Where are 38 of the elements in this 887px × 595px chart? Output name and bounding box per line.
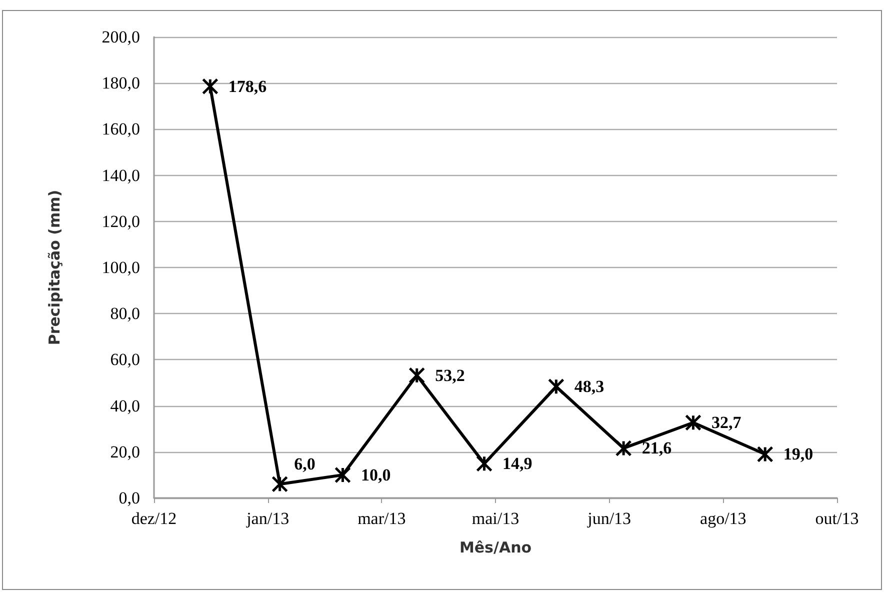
y-tick-label: 180,0 — [102, 74, 140, 93]
y-tick-label: 0,0 — [118, 488, 140, 508]
y-tick-label: 40,0 — [110, 396, 140, 416]
point — [684, 414, 702, 431]
data-label: 32,7 — [711, 413, 742, 432]
data-label: 178,6 — [228, 76, 267, 96]
data-label: 21,6 — [642, 438, 672, 458]
data-label: 53,2 — [435, 366, 465, 385]
data-label: 10,0 — [360, 465, 391, 484]
x-tick-label: mai/13 — [472, 509, 520, 528]
y-axis-title: Precipitação (mm) — [46, 190, 64, 346]
y-tick-label: 120,0 — [102, 212, 140, 231]
x-tick-label: jun/13 — [586, 509, 632, 528]
point — [615, 440, 632, 456]
point — [408, 367, 426, 384]
point — [334, 466, 351, 484]
point — [756, 446, 774, 462]
y-tick-label: 140,0 — [102, 166, 140, 185]
point — [548, 378, 564, 395]
data-label: 48,3 — [574, 377, 604, 396]
point — [476, 455, 493, 472]
y-tick-label: 80,0 — [110, 304, 140, 324]
y-tick-label: 100,0 — [102, 258, 140, 277]
y-tick-label: 160,0 — [102, 120, 140, 139]
x-tick-label: out/13 — [815, 509, 859, 528]
y-tick-label: 60,0 — [110, 350, 140, 370]
point — [202, 78, 218, 95]
x-axis-title: Mês/Ano — [459, 538, 532, 556]
x-tick-label: dez/12 — [131, 509, 177, 528]
y-tick-label: 200,0 — [102, 28, 140, 46]
x-tick-label: jan/13 — [246, 509, 290, 528]
y-tick-label: 20,0 — [110, 442, 140, 462]
point — [272, 476, 288, 492]
data-label: 6,0 — [294, 454, 316, 474]
data-label: 19,0 — [783, 444, 814, 464]
data-label: 14,9 — [502, 454, 532, 474]
x-tick-label: ago/13 — [700, 509, 746, 528]
x-tick-label: mar/13 — [358, 509, 406, 528]
